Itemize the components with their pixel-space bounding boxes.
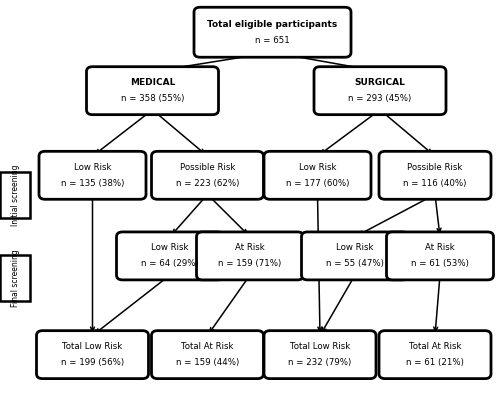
Text: n = 159 (71%): n = 159 (71%) [218,260,282,268]
Text: Initial screening: Initial screening [10,165,20,226]
FancyBboxPatch shape [36,330,148,379]
Text: Low Risk: Low Risk [151,243,189,252]
FancyBboxPatch shape [116,232,224,280]
Text: n = 199 (56%): n = 199 (56%) [61,358,124,367]
Text: n = 177 (60%): n = 177 (60%) [286,179,349,188]
FancyBboxPatch shape [152,152,264,199]
Text: Total At Risk: Total At Risk [181,342,234,351]
FancyBboxPatch shape [0,255,30,301]
Text: n = 55 (47%): n = 55 (47%) [326,260,384,268]
Text: n = 64 (29%): n = 64 (29%) [141,260,199,268]
FancyBboxPatch shape [379,330,491,379]
Text: n = 135 (38%): n = 135 (38%) [61,179,124,188]
Text: n = 159 (44%): n = 159 (44%) [176,358,239,367]
FancyBboxPatch shape [264,152,371,199]
Text: n = 651: n = 651 [255,36,290,45]
FancyBboxPatch shape [194,7,351,57]
Text: Possible Risk: Possible Risk [408,163,463,172]
Text: Possible Risk: Possible Risk [180,163,235,172]
Text: Low Risk: Low Risk [74,163,111,172]
Text: n = 358 (55%): n = 358 (55%) [121,94,184,103]
FancyBboxPatch shape [86,67,218,114]
FancyBboxPatch shape [152,330,264,379]
Text: n = 293 (45%): n = 293 (45%) [348,94,412,103]
FancyBboxPatch shape [302,232,408,280]
Text: n = 61 (53%): n = 61 (53%) [411,260,469,268]
Text: Total Low Risk: Total Low Risk [290,342,350,351]
Text: Total Low Risk: Total Low Risk [62,342,122,351]
FancyBboxPatch shape [264,330,376,379]
Text: MEDICAL: MEDICAL [130,78,175,87]
Text: n = 232 (79%): n = 232 (79%) [288,358,352,367]
FancyBboxPatch shape [379,152,491,199]
FancyBboxPatch shape [314,67,446,114]
FancyBboxPatch shape [0,172,30,218]
Text: Total At Risk: Total At Risk [409,342,461,351]
Text: Final screening: Final screening [10,249,20,307]
Text: n = 61 (21%): n = 61 (21%) [406,358,464,367]
Text: At Risk: At Risk [235,243,265,252]
FancyBboxPatch shape [386,232,494,280]
FancyBboxPatch shape [39,152,146,199]
Text: Total eligible participants: Total eligible participants [208,20,338,29]
Text: n = 116 (40%): n = 116 (40%) [404,179,466,188]
Text: SURGICAL: SURGICAL [354,78,406,87]
Text: At Risk: At Risk [425,243,455,252]
Text: Low Risk: Low Risk [299,163,336,172]
FancyBboxPatch shape [196,232,304,280]
Text: n = 223 (62%): n = 223 (62%) [176,179,239,188]
Text: Low Risk: Low Risk [336,243,374,252]
